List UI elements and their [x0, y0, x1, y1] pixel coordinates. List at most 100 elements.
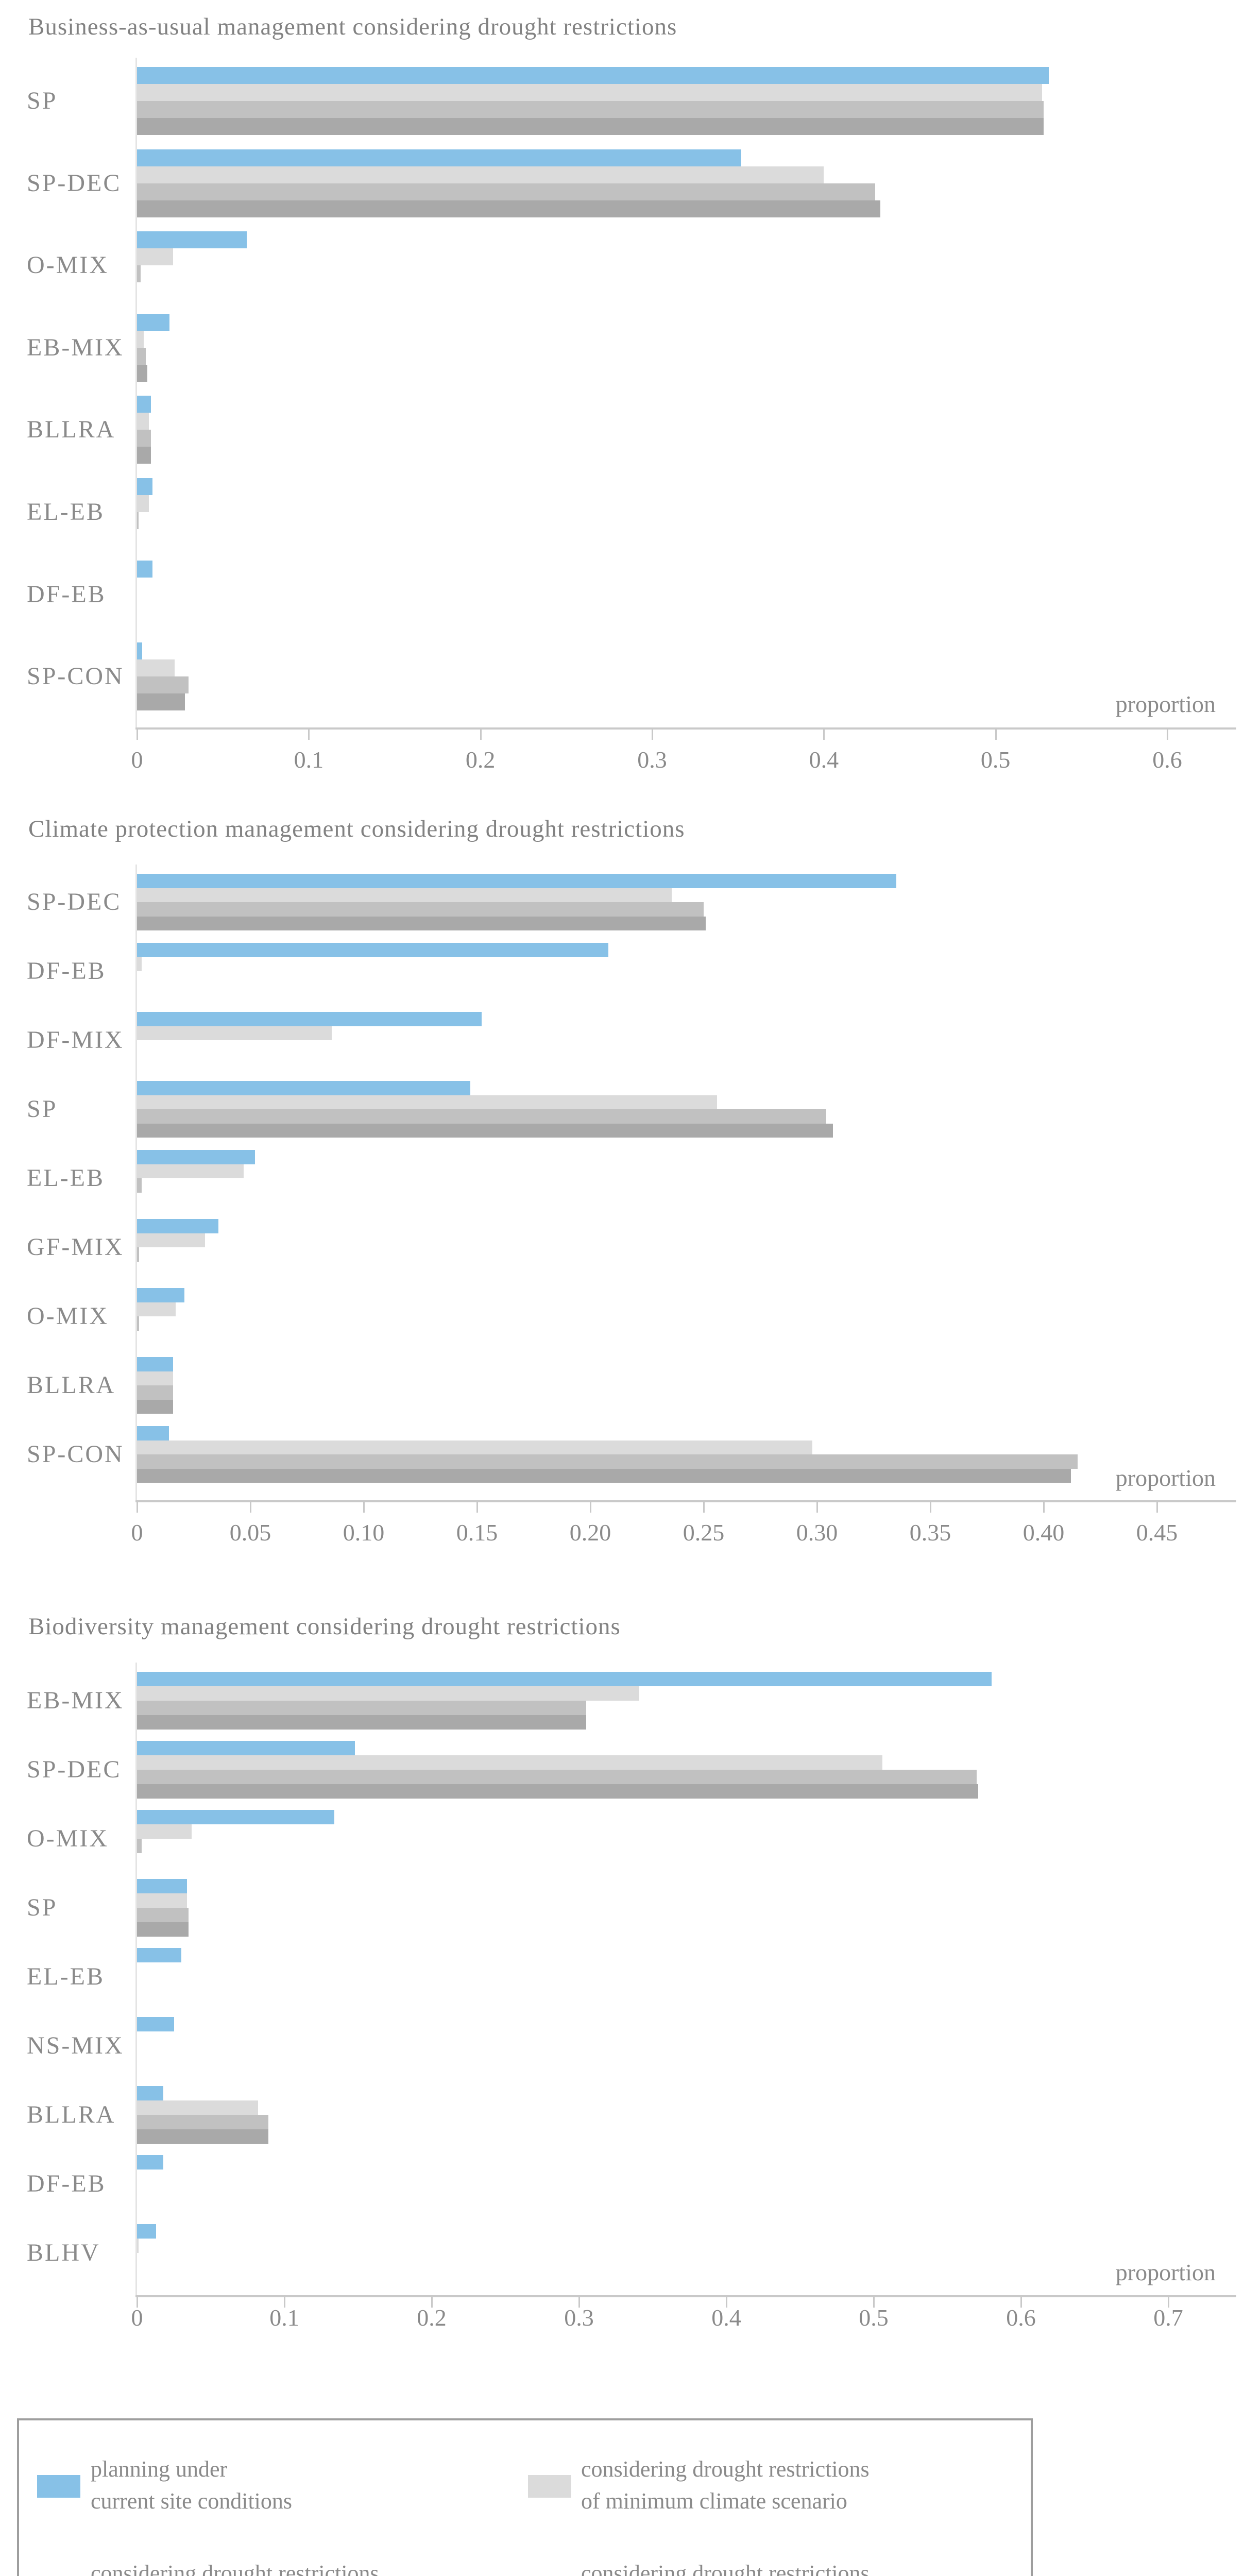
x-axis-tick — [1043, 1502, 1045, 1513]
bar-eb-mix-series2 — [137, 1701, 587, 1715]
category-label: O-MIX — [27, 1302, 109, 1330]
bar-ns-mix-series0 — [137, 2017, 174, 2031]
bar-bllra-series0 — [137, 1357, 174, 1371]
bar-df-mix-series0 — [137, 1012, 482, 1026]
x-tick-label: 0 — [131, 1519, 143, 1546]
bar-sp-con-series2 — [137, 676, 189, 694]
x-axis-tick — [137, 1502, 138, 1513]
bar-o-mix-series2 — [137, 1316, 140, 1331]
x-axis-tick — [1167, 730, 1168, 740]
category-label: DF-EB — [27, 2170, 106, 2197]
x-tick-label: 0.5 — [980, 747, 1011, 773]
category-label: EL-EB — [27, 1963, 105, 1990]
x-axis-tick — [873, 2297, 875, 2308]
x-axis-tick — [1168, 2297, 1169, 2308]
bar-sp-series1 — [137, 1893, 188, 1908]
bar-gf-mix-series2 — [137, 1247, 140, 1262]
x-tick-label: 0 — [131, 747, 143, 773]
bar-o-mix-series2 — [137, 1839, 142, 1853]
bar-eb-mix-series2 — [137, 347, 146, 365]
bar-o-mix-series1 — [137, 1824, 192, 1839]
bar-el-eb-series0 — [137, 1150, 255, 1164]
bar-eb-mix-series3 — [137, 1715, 587, 1730]
x-axis-tick — [1020, 2297, 1022, 2308]
bar-sp-series0 — [137, 1879, 188, 1893]
bar-sp-series3 — [137, 118, 1044, 135]
x-tick-label: 0.2 — [465, 747, 496, 773]
category-label: DF-EB — [27, 580, 106, 608]
category-label: EL-EB — [27, 498, 105, 526]
bar-sp-dec-series2 — [137, 1770, 977, 1784]
x-axis-label: proportion — [1115, 691, 1216, 717]
x-axis-tick — [703, 1502, 705, 1513]
bar-sp-con-series0 — [137, 1426, 169, 1440]
bar-blhv-series0 — [137, 2224, 157, 2239]
bar-o-mix-series1 — [137, 1302, 176, 1316]
bar-sp-dec-series1 — [137, 1755, 883, 1770]
bar-bllra-series2 — [137, 2115, 268, 2129]
x-tick-label: 0.3 — [637, 747, 667, 773]
bar-sp-series3 — [137, 1922, 189, 1937]
bar-sp-dec-series1 — [137, 888, 672, 902]
bar-sp-series2 — [137, 101, 1044, 118]
x-axis-tick — [363, 1502, 365, 1513]
bar-sp-series0 — [137, 67, 1049, 84]
x-axis-label: proportion — [1115, 2259, 1216, 2285]
x-tick-label: 0.15 — [456, 1519, 498, 1546]
x-tick-label: 0.3 — [564, 2304, 594, 2331]
legend-swatch-minimum-scenario — [528, 2475, 571, 2498]
bar-bllra-series3 — [137, 1399, 174, 1414]
bar-sp-con-series1 — [137, 659, 175, 677]
bar-blhv-series1 — [137, 2239, 139, 2253]
bar-sp-dec-series3 — [137, 200, 881, 217]
category-label: O-MIX — [27, 251, 109, 279]
x-tick-label: 0.20 — [569, 1519, 611, 1546]
bar-eb-mix-series0 — [137, 313, 170, 331]
x-axis-tick — [652, 730, 653, 740]
legend-label-maxium-scenario: considering drought restrictions of maxi… — [581, 2561, 870, 2576]
bar-el-eb-series0 — [137, 1948, 181, 1962]
x-tick-label: 0.2 — [417, 2304, 447, 2331]
bar-sp-dec-series2 — [137, 902, 704, 917]
x-tick-label: 0.30 — [796, 1519, 838, 1546]
bar-el-eb-series2 — [137, 512, 139, 529]
x-axis-tick — [823, 730, 825, 740]
bar-df-eb-series1 — [137, 957, 142, 971]
bar-sp-dec-series1 — [137, 166, 824, 183]
category-label: O-MIX — [27, 1825, 109, 1852]
category-label: EB-MIX — [27, 333, 124, 361]
bar-eb-mix-series0 — [137, 1672, 992, 1686]
y-axis-line — [135, 865, 137, 1500]
bar-df-mix-series1 — [137, 1026, 332, 1040]
bar-o-mix-series0 — [137, 231, 247, 249]
x-axis-tick — [590, 1502, 591, 1513]
category-label: GF-MIX — [27, 1233, 124, 1261]
legend-label-minimum-scenario: considering drought restrictions of mini… — [581, 2456, 870, 2514]
legend-label-current-conditions: planning under current site conditions — [91, 2456, 293, 2514]
bar-el-eb-series2 — [137, 1178, 142, 1193]
bar-sp-dec-series3 — [137, 916, 706, 930]
category-label: SP — [27, 1894, 58, 1921]
category-label: BLLRA — [27, 416, 116, 444]
bar-el-eb-series0 — [137, 478, 152, 495]
bar-sp-dec-series3 — [137, 1784, 979, 1799]
bar-bllra-series0 — [137, 2086, 164, 2100]
bar-gf-mix-series0 — [137, 1219, 219, 1233]
chart-title: Business-as-usual management considering… — [28, 13, 677, 40]
bar-bllra-series3 — [137, 447, 151, 464]
y-axis-line — [135, 58, 137, 727]
category-label: DF-EB — [27, 957, 106, 985]
x-tick-label: 0.1 — [269, 2304, 299, 2331]
bar-el-eb-series1 — [137, 495, 149, 512]
bar-sp-series1 — [137, 84, 1042, 101]
bar-sp-con-series1 — [137, 1440, 813, 1454]
legend-label-median-scenario: considering drought restrictions of medi… — [91, 2561, 379, 2576]
x-tick-label: 0.6 — [1152, 747, 1182, 773]
bar-sp-series0 — [137, 1081, 470, 1095]
category-label: SP-CON — [27, 1440, 124, 1468]
bar-df-eb-series0 — [137, 2155, 164, 2170]
bar-sp-series3 — [137, 1123, 833, 1138]
chart-title: Biodiversity management considering drou… — [28, 1613, 621, 1640]
